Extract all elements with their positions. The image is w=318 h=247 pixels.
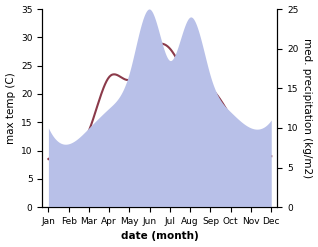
Y-axis label: max temp (C): max temp (C) <box>5 72 16 144</box>
Y-axis label: med. precipitation (kg/m2): med. precipitation (kg/m2) <box>302 38 313 178</box>
X-axis label: date (month): date (month) <box>121 231 199 242</box>
